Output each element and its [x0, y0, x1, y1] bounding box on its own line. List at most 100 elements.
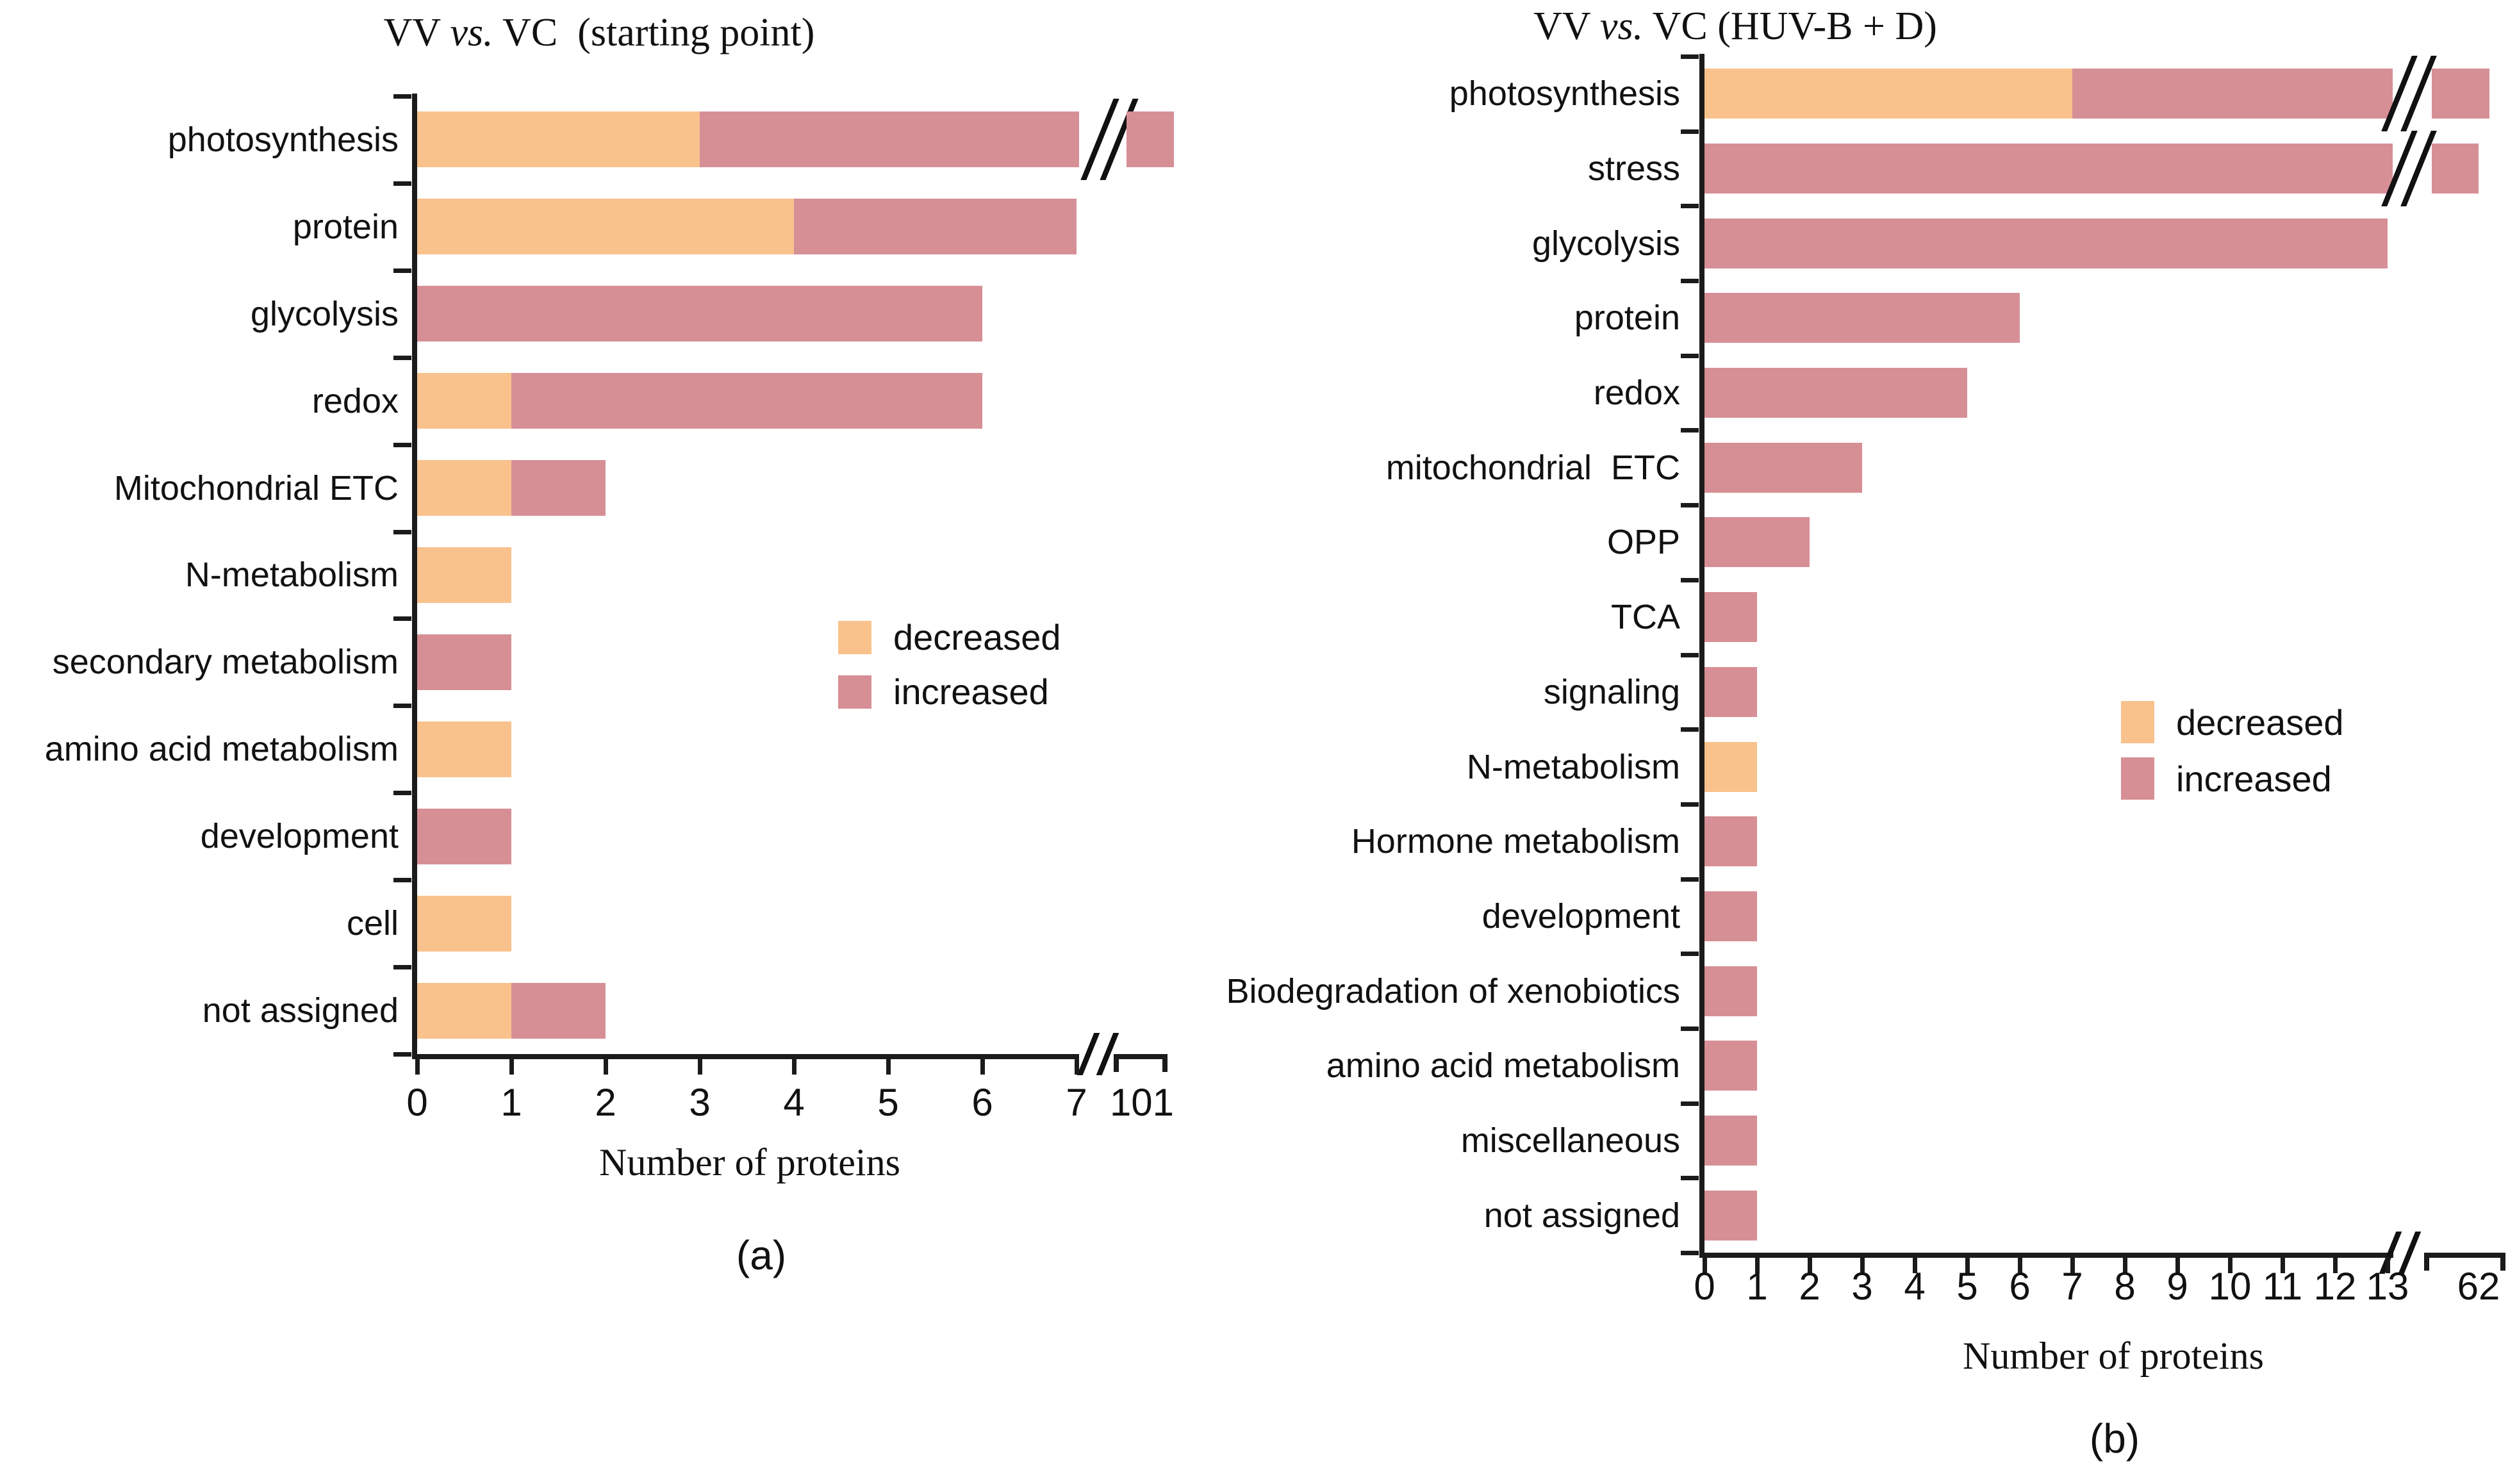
bar-segment-beyond-break: [1126, 111, 1174, 168]
category-label: miscellaneous: [1460, 1121, 1680, 1160]
bar-segment-decreased: [417, 373, 511, 429]
x-axis-tick: [604, 1058, 608, 1075]
bar-segment-decreased: [417, 111, 700, 168]
bar-segment-beyond-break: [2432, 144, 2479, 194]
legend-row-decreased: decreased: [838, 616, 1061, 658]
bar-segment-increased: [1704, 144, 2393, 194]
x-axis-tick: [2333, 1257, 2338, 1273]
chart-a-title-pre: VV: [383, 11, 450, 54]
category-label: redox: [1593, 374, 1680, 413]
bar-segment-increased: [1704, 891, 1757, 941]
legend-row-decreased: decreased: [2121, 701, 2344, 743]
category-label: redox: [311, 381, 399, 420]
category-label: Hormone metabolism: [1351, 822, 1680, 861]
y-axis-tick: [1681, 1026, 1699, 1031]
chart-a-x-axis-label: Number of proteins: [599, 1141, 900, 1183]
bar-segment-increased: [1704, 966, 1757, 1016]
x-axis-break-end-label: 62: [2457, 1265, 2500, 1308]
y-axis-tick: [1681, 503, 1699, 508]
x-axis-break-end-label: 101: [1109, 1081, 1175, 1124]
bar-segment-increased: [1704, 666, 1757, 717]
chart-b-axis-break-bracket: [2424, 1253, 2505, 1271]
y-axis-tick: [1681, 802, 1699, 807]
category-label: protein: [292, 207, 399, 246]
bar-segment-decreased: [417, 460, 511, 516]
category-label: signaling: [1543, 672, 1680, 711]
x-axis-tick: [2281, 1257, 2285, 1273]
category-label: Biodegradation of xenobiotics: [1226, 971, 1681, 1010]
bar-segment-decreased: [417, 982, 511, 1039]
x-axis-tick-label: 3: [689, 1081, 711, 1124]
x-axis-tick-label: 11: [2262, 1265, 2303, 1308]
bar-segment-increased: [1704, 218, 2388, 268]
chart-a-title: VV vs. VC (starting point): [384, 10, 815, 56]
category-label: not assigned: [1483, 1196, 1680, 1235]
chart-b-x-axis: [1699, 1253, 2393, 1258]
y-axis-tick: [393, 442, 411, 447]
x-axis-tick-label: 5: [1956, 1265, 1978, 1308]
bar-segment-increased: [1704, 517, 1810, 568]
legend-label-decreased: decreased: [2176, 702, 2344, 743]
category-label: amino acid metabolism: [1326, 1046, 1680, 1085]
bar-segment-increased: [794, 199, 1077, 255]
x-axis-tick: [2386, 1257, 2390, 1273]
x-axis-tick: [2123, 1257, 2127, 1273]
bar-segment-decreased: [417, 721, 511, 777]
legend-label-increased: increased: [2176, 758, 2332, 799]
bar-segment-increased: [511, 982, 606, 1039]
x-axis-tick: [1965, 1257, 1970, 1273]
chart-b-title-pre: VV: [1533, 4, 1601, 48]
legend-row-increased: increased: [838, 671, 1061, 713]
y-axis-tick: [1681, 577, 1699, 582]
legend-row-increased: increased: [2121, 757, 2344, 800]
y-axis-tick: [1681, 279, 1699, 284]
y-axis-tick: [1681, 1251, 1699, 1255]
x-axis-tick: [792, 1058, 796, 1075]
chart-b-legend: decreased increased: [2121, 701, 2344, 800]
x-axis-tick: [1075, 1058, 1079, 1075]
chart-b-title: VV vs. VC (HUV-B + D): [1533, 4, 1937, 49]
x-axis-tick: [415, 1058, 420, 1075]
y-axis-tick: [1681, 652, 1699, 657]
x-axis-tick-label: 5: [877, 1081, 899, 1124]
y-axis-tick: [1681, 353, 1699, 358]
bar-segment-increased: [1704, 293, 2020, 343]
category-label: photosynthesis: [167, 120, 399, 159]
x-axis-tick: [2175, 1257, 2180, 1273]
bar-segment-increased: [1704, 1115, 1757, 1166]
x-axis-tick-label: 9: [2166, 1265, 2188, 1308]
chart-b-title-vs: vs.: [1600, 4, 1644, 48]
chart-b-caption: (b): [2089, 1415, 2140, 1462]
bar-segment-increased: [1704, 1041, 1757, 1091]
chart-b-title-post: VC (HUV-B + D): [1643, 4, 1937, 48]
category-label: secondary metabolism: [52, 643, 399, 682]
chart-a-title-vs: vs.: [450, 11, 493, 54]
y-axis-tick: [1681, 54, 1699, 59]
bar-segment-increased: [417, 808, 511, 864]
decreased-swatch-icon: [838, 620, 871, 654]
increased-swatch-icon: [2121, 757, 2154, 800]
legend-label-decreased: decreased: [893, 617, 1061, 657]
bar-segment-increased: [511, 460, 606, 516]
bar-segment-increased: [417, 286, 982, 342]
category-label: TCA: [1611, 598, 1680, 637]
x-axis-tick-label: 7: [2061, 1265, 2083, 1308]
y-axis-tick: [1681, 428, 1699, 433]
category-label: OPP: [1606, 523, 1680, 562]
bar-segment-beyond-break: [2432, 69, 2489, 119]
category-label: N-metabolism: [185, 556, 399, 595]
x-axis-tick: [886, 1058, 891, 1075]
y-axis-tick: [393, 791, 411, 796]
chart-a-x-axis: [412, 1054, 1079, 1059]
y-axis-tick: [393, 529, 411, 534]
bar-segment-decreased: [1704, 741, 1757, 792]
x-axis-tick-label: 13: [2366, 1265, 2409, 1308]
decreased-swatch-icon: [2121, 701, 2154, 743]
x-axis-tick-label: 2: [1799, 1265, 1820, 1308]
x-axis-tick: [1860, 1257, 1865, 1273]
bar-segment-decreased: [1704, 69, 2072, 119]
y-axis-tick: [393, 1051, 411, 1057]
chart-b-x-axis-label: Number of proteins: [1963, 1335, 2264, 1377]
y-axis-tick: [1681, 952, 1699, 957]
y-axis-tick: [1681, 727, 1699, 732]
